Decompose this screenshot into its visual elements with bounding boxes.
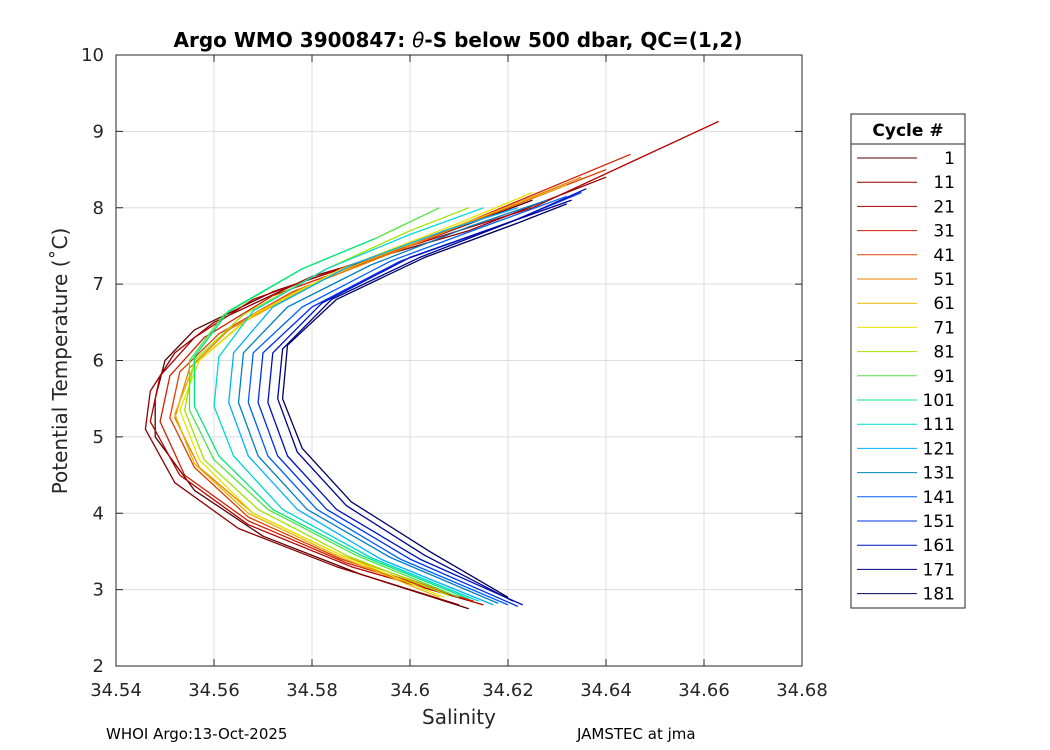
legend-label: 131 [923,464,955,484]
series-line-cycle-131 [237,199,548,604]
legend: Cycle # 11121314151617181911011111211311… [850,113,966,609]
legend-label: 121 [923,439,955,459]
series-line-cycle-101 [193,237,470,600]
x-tick-label: 34.68 [776,680,828,701]
legend-label: 161 [923,536,955,556]
x-tick-label: 34.6 [390,680,430,701]
tick-layer: 34.54 34.56 34.58 34.6 34.62 34.64 34.66 34.68 2… [81,45,828,701]
x-tick-label: 34.66 [678,680,730,701]
y-tick-label: 7 [93,274,104,295]
y-axis-label: Potential Temperature (˚C) [48,228,72,495]
y-tick-label: 9 [93,121,104,142]
grid-layer [116,55,802,666]
y-tick-label: 3 [93,580,104,601]
series-line-cycle-61 [174,184,568,598]
legend-label: 181 [923,585,955,605]
x-tick-label: 34.64 [580,680,632,701]
legend-label: 151 [923,512,955,532]
y-tick-label: 2 [93,656,104,677]
legend-label: 41 [933,246,955,266]
legend-label: 1 [944,149,955,169]
y-tick-label: 4 [93,503,104,524]
series-line-cycle-111 [213,207,484,602]
y-tick-label: 10 [81,45,104,66]
legend-label: 61 [933,294,955,314]
x-axis-label: Salinity [422,705,496,729]
legend-title: Cycle # [872,121,943,141]
footer-credit: JAMSTEC at jma [577,725,696,743]
legend-box [850,113,966,609]
legend-label: 101 [923,391,955,411]
legend-label: 21 [933,197,955,217]
legend-label: 11 [933,173,955,193]
x-tick-label: 34.56 [188,680,240,701]
legend-label: 71 [933,318,955,338]
legend-label: 171 [923,560,955,580]
legend-label: 91 [933,367,955,387]
series-line-cycle-121 [228,207,518,606]
x-tick-label: 34.58 [286,680,338,701]
series-line-cycle-181 [281,203,568,598]
legend-label: 111 [923,415,955,435]
legend-label: 31 [933,222,955,242]
y-tick-label: 6 [93,351,104,372]
legend-label: 81 [933,343,955,363]
legend-label: 141 [923,488,955,508]
legend-entries: 1112131415161718191101111121131141151161… [857,149,955,605]
x-tick-label: 34.62 [482,680,534,701]
series-line-cycle-141 [247,195,568,606]
x-tick-label: 34.54 [90,680,142,701]
series-layer [144,120,719,610]
series-line-cycle-171 [277,199,572,602]
y-tick-label: 8 [93,198,104,219]
footer-source: WHOI Argo:13-Oct-2025 [106,725,288,743]
legend-label: 51 [933,270,955,290]
series-line-cycle-161 [267,188,587,606]
chart-title: Argo WMO 3900847: θ-S below 500 dbar, QC… [174,28,743,52]
y-tick-label: 5 [93,427,104,448]
